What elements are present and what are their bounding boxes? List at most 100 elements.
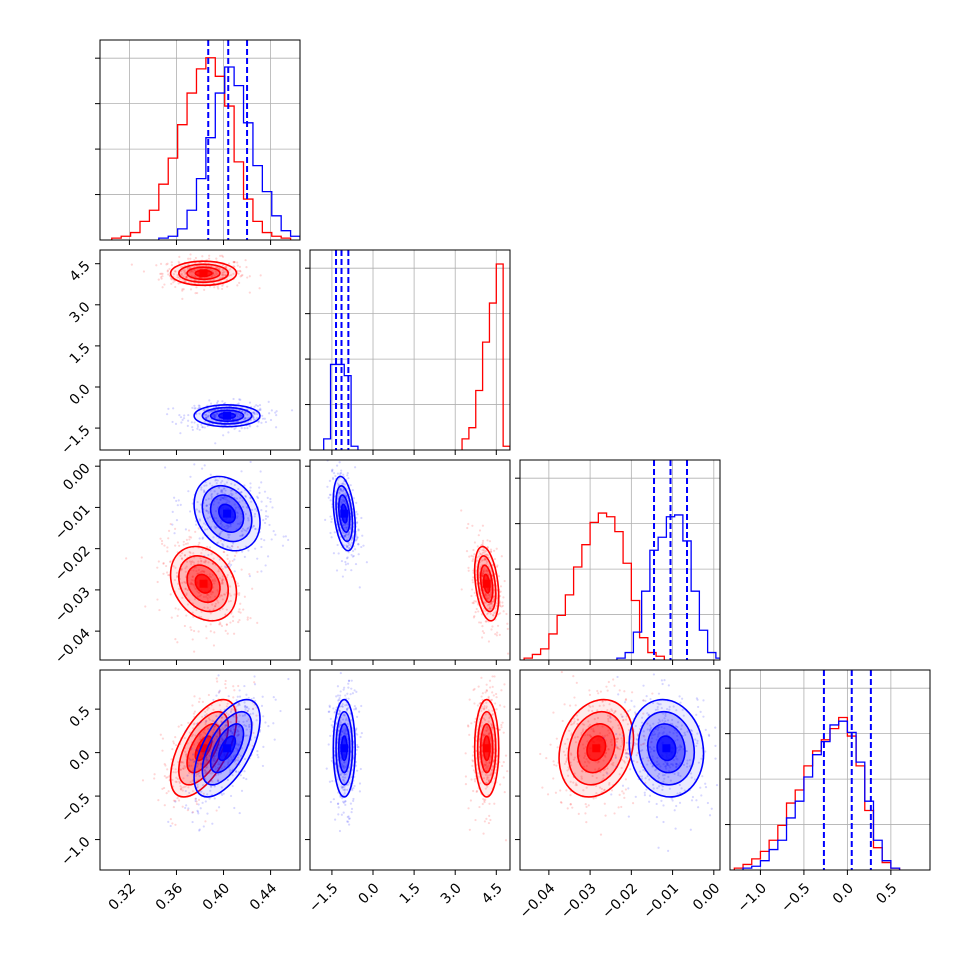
scatter-point bbox=[200, 486, 203, 489]
scatter-point bbox=[174, 768, 177, 771]
scatter-point bbox=[478, 702, 481, 705]
scatter-point bbox=[337, 699, 340, 702]
scatter-point bbox=[339, 773, 343, 776]
scatter-point bbox=[342, 766, 346, 769]
scatter-point bbox=[206, 758, 209, 762]
scatter-point bbox=[566, 738, 569, 741]
scatter-point bbox=[215, 482, 218, 485]
scatter-point bbox=[657, 721, 660, 725]
scatter-point bbox=[205, 498, 208, 502]
scatter-point bbox=[226, 729, 229, 732]
scatter-point bbox=[485, 563, 488, 566]
scatter-point bbox=[477, 685, 480, 688]
scatter-point bbox=[203, 464, 206, 467]
scatter-point bbox=[218, 732, 221, 735]
scatter-point bbox=[672, 732, 675, 735]
scatter-point bbox=[605, 771, 608, 774]
scatter-point bbox=[215, 749, 219, 752]
scatter-point bbox=[164, 466, 167, 469]
scatter-point bbox=[217, 287, 220, 290]
scatter-point bbox=[178, 587, 181, 590]
scatter-point bbox=[355, 534, 358, 538]
scatter-point bbox=[496, 624, 500, 627]
scatter-point bbox=[191, 820, 194, 824]
scatter-point bbox=[482, 569, 486, 573]
scatter-point bbox=[256, 621, 259, 624]
scatter-point bbox=[488, 761, 491, 764]
scatter-point bbox=[184, 587, 187, 591]
scatter-point bbox=[249, 482, 252, 485]
scatter-point bbox=[221, 255, 225, 258]
scatter-point bbox=[678, 801, 682, 804]
scatter-point bbox=[486, 594, 489, 597]
scatter-point bbox=[559, 789, 562, 792]
scatter-point bbox=[577, 812, 580, 816]
scatter-point bbox=[571, 806, 574, 809]
scatter-point bbox=[473, 687, 476, 691]
scatter-point bbox=[188, 757, 191, 760]
scatter-point bbox=[233, 734, 236, 737]
scatter-point bbox=[172, 742, 176, 745]
scatter-point bbox=[495, 755, 499, 758]
scatter-point bbox=[649, 762, 653, 765]
scatter-point bbox=[340, 762, 343, 766]
scatter-point bbox=[264, 517, 268, 521]
scatter-point bbox=[210, 553, 213, 556]
scatter-point bbox=[237, 702, 240, 706]
scatter-point bbox=[487, 732, 490, 735]
scatter-point bbox=[263, 490, 267, 493]
scatter-point bbox=[482, 708, 485, 711]
scatter-point bbox=[481, 570, 485, 573]
scatter-point bbox=[161, 286, 164, 289]
scatter-point bbox=[253, 418, 257, 421]
scatter-point bbox=[221, 598, 224, 601]
scatter-point bbox=[573, 756, 576, 759]
scatter-point bbox=[184, 567, 187, 570]
scatter-point bbox=[161, 275, 164, 278]
scatter-point bbox=[574, 704, 577, 707]
scatter-point bbox=[596, 709, 599, 712]
scatter-point bbox=[256, 570, 259, 573]
scatter-point bbox=[177, 608, 180, 611]
scatter-point bbox=[343, 776, 347, 779]
scatter-point bbox=[666, 762, 669, 765]
scatter-point bbox=[334, 818, 337, 821]
scatter-point bbox=[471, 559, 474, 563]
scatter-point bbox=[227, 536, 230, 539]
scatter-point bbox=[492, 760, 495, 763]
blue-peak-bin bbox=[223, 411, 232, 420]
scatter-point bbox=[614, 753, 617, 757]
scatter-point bbox=[197, 812, 200, 815]
scatter-point bbox=[483, 601, 486, 604]
scatter-point bbox=[503, 683, 506, 686]
scatter-point bbox=[194, 799, 197, 803]
scatter-point bbox=[212, 557, 215, 560]
scatter-point bbox=[338, 711, 342, 714]
scatter-point bbox=[576, 718, 579, 721]
scatter-point bbox=[198, 509, 201, 513]
scatter-point bbox=[174, 285, 177, 289]
scatter-point bbox=[487, 821, 491, 825]
scatter-point bbox=[235, 716, 238, 719]
blue-contour-line bbox=[218, 503, 237, 524]
scatter-point bbox=[486, 546, 489, 549]
scatter-point bbox=[478, 754, 481, 757]
scatter-point bbox=[243, 412, 246, 415]
scatter-point bbox=[650, 740, 653, 743]
scatter-point bbox=[254, 508, 257, 511]
scatter-point bbox=[351, 555, 354, 558]
scatter-point bbox=[230, 756, 233, 759]
red-contour-line bbox=[194, 573, 213, 594]
scatter-point bbox=[215, 677, 218, 680]
scatter-point bbox=[217, 691, 220, 694]
scatter-point bbox=[491, 675, 494, 678]
scatter-point bbox=[467, 807, 470, 810]
scatter-point bbox=[625, 715, 628, 718]
scatter-point bbox=[206, 606, 209, 609]
scatter-point bbox=[229, 794, 233, 798]
scatter-point bbox=[207, 257, 211, 260]
scatter-point bbox=[334, 766, 337, 769]
scatter-point bbox=[192, 270, 195, 274]
scatter-point bbox=[341, 729, 344, 732]
scatter-point bbox=[484, 764, 487, 767]
